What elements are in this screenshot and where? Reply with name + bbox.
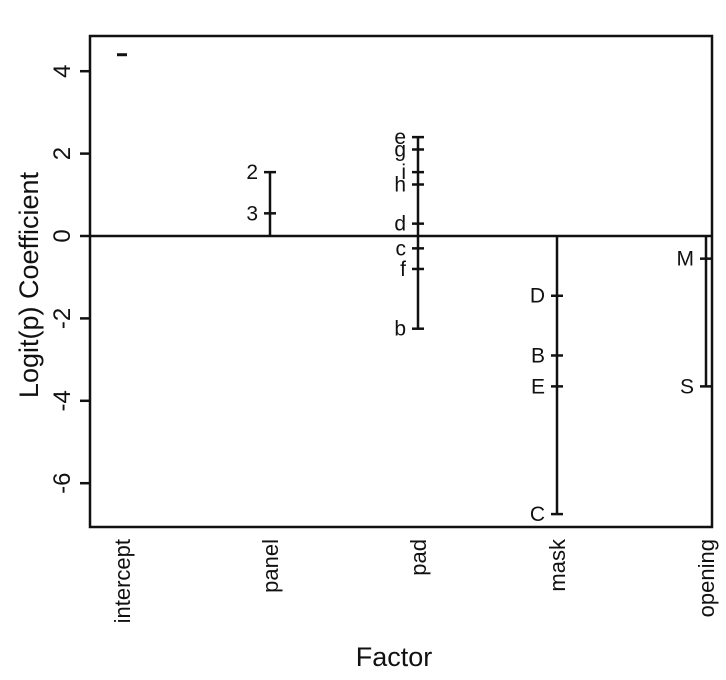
x-tick-label-pad: pad	[406, 539, 431, 576]
point-label-opening-S: S	[680, 375, 694, 398]
x-tick-label-opening: opening	[694, 539, 719, 617]
group-opening: MS	[677, 236, 712, 398]
y-tick-label: 0	[49, 229, 76, 242]
x-axis: intercept panel pad mask opening	[110, 538, 719, 623]
point-label-pad-b: b	[394, 318, 406, 341]
point-label-pad-i: i	[401, 161, 406, 184]
point-label-pad-e: e	[394, 126, 406, 149]
point-label-pad-f: f	[400, 258, 406, 281]
plot-frame	[88, 34, 714, 529]
point-label-panel-2: 2	[246, 161, 258, 184]
y-tick-label: -2	[49, 308, 76, 329]
point-label-opening-M: M	[677, 248, 695, 271]
x-tick-label-intercept: intercept	[110, 539, 135, 623]
y-axis-title: Logit(p) Coefficient	[14, 171, 44, 398]
x-axis-title: Factor	[356, 642, 433, 672]
y-tick-label: 4	[49, 65, 76, 78]
group-mask: D BE C	[530, 236, 563, 526]
point-label-mask-B: B	[531, 344, 545, 367]
y-tick-label: -6	[49, 473, 76, 494]
point-label-pad-d: d	[394, 213, 406, 236]
point-label-mask-E: E	[531, 375, 545, 398]
y-axis: 4 2 0 -2 -4 -6	[49, 65, 90, 494]
point-label-mask-C: C	[530, 503, 545, 526]
point-label-panel-3: 3	[246, 202, 258, 225]
x-tick-label-panel: panel	[258, 539, 283, 593]
point-label-pad-g: g	[394, 138, 406, 161]
y-tick-label: -4	[49, 390, 76, 411]
point-label-pad-c: c	[396, 237, 407, 260]
x-tick-label-mask: mask	[545, 538, 570, 592]
y-tick-label: 2	[49, 147, 76, 160]
point-label-pad-h: h	[394, 174, 406, 197]
point-label-mask-D: D	[530, 285, 545, 308]
group-panel: 23	[246, 161, 276, 236]
